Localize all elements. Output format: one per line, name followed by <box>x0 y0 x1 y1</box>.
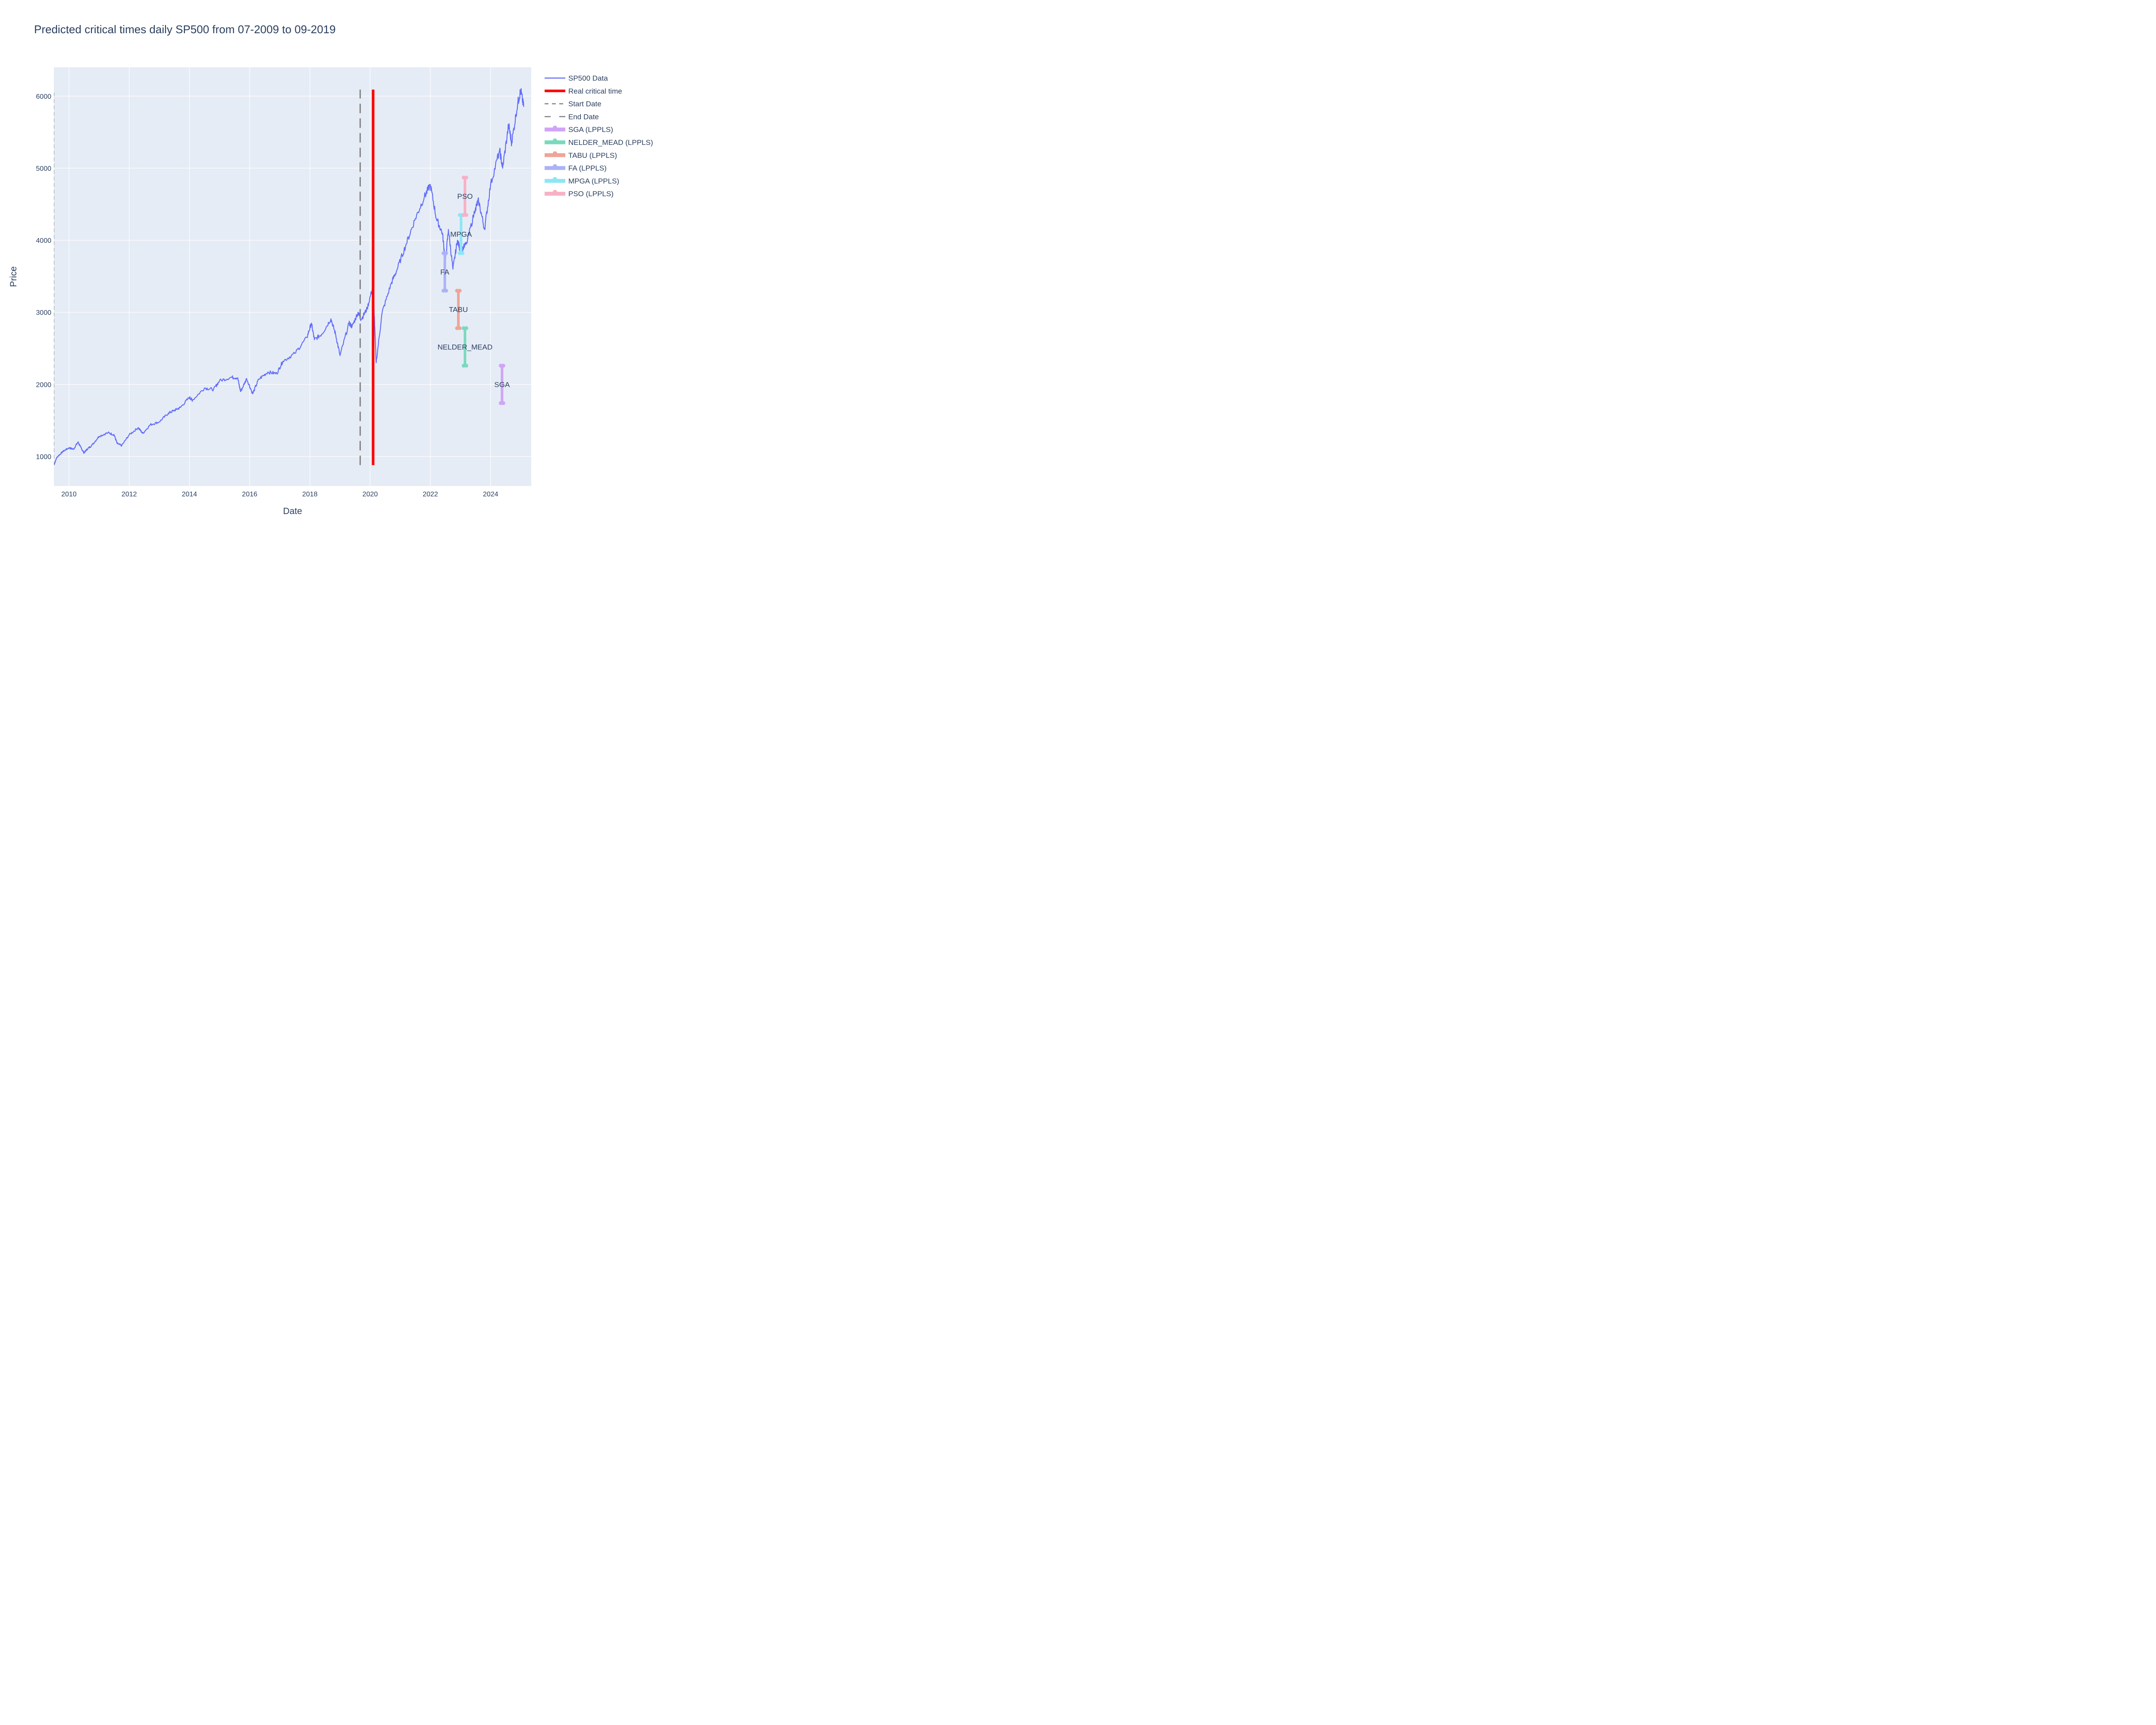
y-axis-title: Price <box>9 267 19 287</box>
prediction-marker <box>460 251 464 255</box>
prediction-label-nelder_mead: NELDER_MEAD <box>438 343 493 351</box>
legend-item[interactable]: SP500 Data <box>545 74 608 82</box>
prediction-marker <box>444 251 448 255</box>
legend-marker <box>553 138 557 143</box>
legend-item[interactable]: SGA (LPPLS) <box>545 125 613 134</box>
legend-item[interactable]: FA (LPPLS) <box>545 164 607 172</box>
legend-label: SP500 Data <box>568 74 608 82</box>
legend[interactable]: SP500 Data Real critical time Start Date En… <box>545 74 653 198</box>
x-tick-label: 2018 <box>302 491 318 498</box>
x-tick-label: 2012 <box>122 491 137 498</box>
x-tick-label: 2024 <box>483 491 498 498</box>
legend-marker <box>553 164 557 169</box>
prediction-marker <box>501 401 505 405</box>
legend-marker <box>553 151 557 156</box>
legend-marker <box>553 190 557 194</box>
prediction-label-sga: SGA <box>494 380 510 389</box>
legend-item[interactable]: TABU (LPPLS) <box>545 151 617 160</box>
x-tick-label: 2022 <box>423 491 438 498</box>
x-tick-label: 2020 <box>363 491 378 498</box>
prediction-label-pso: PSO <box>457 192 473 201</box>
legend-label: Real critical time <box>568 87 622 95</box>
legend-label: FA (LPPLS) <box>568 164 607 172</box>
y-tick-label: 3000 <box>36 309 51 317</box>
legend-item[interactable]: Real critical time <box>545 87 622 95</box>
legend-item[interactable]: End Date <box>545 113 599 121</box>
prediction-label-tabu: TABU <box>449 306 468 314</box>
legend-label: End Date <box>568 113 599 121</box>
plot-area <box>54 67 531 486</box>
legend-item[interactable]: NELDER_MEAD (LPPLS) <box>545 138 653 147</box>
x-tick-label: 2014 <box>182 491 197 498</box>
prediction-marker <box>464 176 468 180</box>
chart-title: Predicted critical times daily SP500 fro… <box>34 23 335 36</box>
legend-label: MPGA (LPPLS) <box>568 177 619 185</box>
legend-marker <box>553 125 557 130</box>
y-tick-label: 2000 <box>36 381 51 389</box>
chart: Predicted critical times daily SP500 fro… <box>9 23 653 516</box>
y-tick-label: 5000 <box>36 165 51 172</box>
x-tick-label: 2010 <box>61 491 77 498</box>
legend-item[interactable]: PSO (LPPLS) <box>545 190 614 198</box>
x-tick-labels: 2010 2012 2014 2016 2018 2020 2022 2024 <box>61 491 498 498</box>
y-tick-label: 6000 <box>36 93 51 100</box>
sp500-series-line <box>54 88 524 465</box>
prediction-label-fa: FA <box>440 268 449 276</box>
legend-label: NELDER_MEAD (LPPLS) <box>568 138 653 147</box>
gridlines <box>54 67 531 486</box>
legend-item[interactable]: Start Date <box>545 100 602 108</box>
legend-label: SGA (LPPLS) <box>568 125 613 134</box>
legend-label: PSO (LPPLS) <box>568 190 614 198</box>
x-tick-label: 2016 <box>242 491 257 498</box>
x-axis-title: Date <box>283 506 302 516</box>
prediction-marker <box>458 326 462 330</box>
prediction-label-mpga: MPGA <box>450 230 472 238</box>
prediction-marker <box>464 213 468 217</box>
prediction-marker <box>464 326 468 330</box>
legend-item[interactable]: MPGA (LPPLS) <box>545 177 619 185</box>
legend-label: TABU (LPPLS) <box>568 151 617 160</box>
plot-layer: SGA NELDER_MEAD TABU FA MPGA PSO <box>54 88 524 465</box>
prediction-marker <box>458 289 462 293</box>
y-tick-label: 4000 <box>36 237 51 245</box>
prediction-marker <box>444 289 448 293</box>
plot-marks: SGA NELDER_MEAD TABU FA MPGA PSO <box>54 88 524 465</box>
prediction-marker <box>501 364 505 368</box>
legend-label: Start Date <box>568 100 602 108</box>
prediction-marker <box>464 364 468 368</box>
y-tick-labels: 1000 2000 3000 4000 5000 6000 <box>36 93 51 461</box>
legend-marker <box>553 177 557 182</box>
y-tick-label: 1000 <box>36 453 51 461</box>
